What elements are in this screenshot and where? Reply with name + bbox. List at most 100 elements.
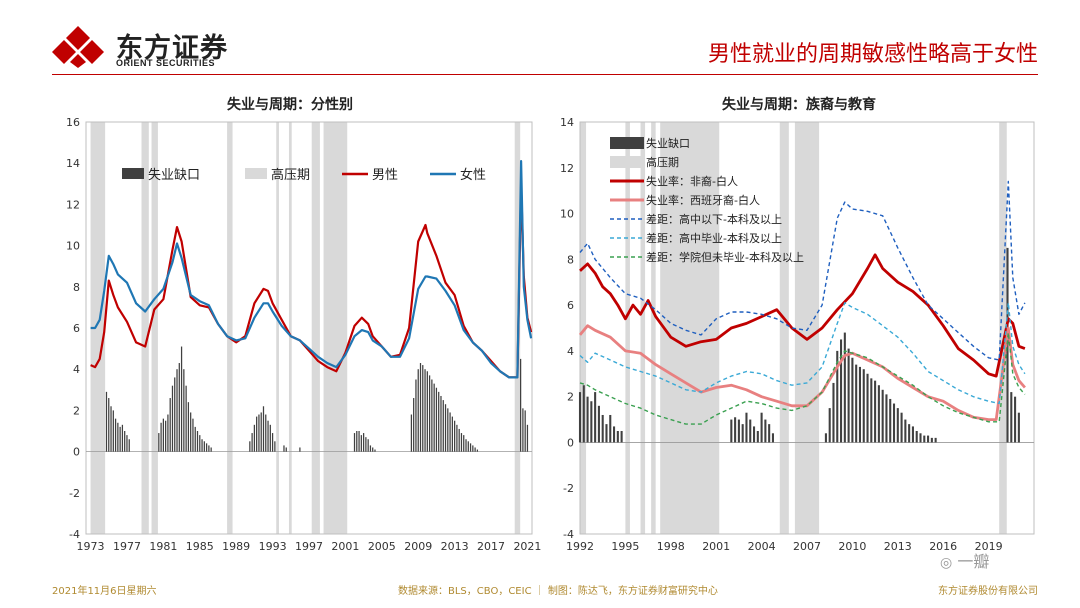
gap-bar xyxy=(205,443,208,452)
y-tick-label: 2 xyxy=(73,404,80,417)
gap-bar xyxy=(526,424,529,452)
recession-band xyxy=(651,122,656,534)
legend-gap-label: 失业缺口 xyxy=(148,168,200,183)
y-tick-label: -2 xyxy=(69,487,80,500)
gap-bar xyxy=(915,431,918,443)
gap-bar xyxy=(167,414,169,452)
gap-bar xyxy=(851,357,854,443)
chart-gender: 失业与周期：分性别 -4 -2 0 2 4 6 8 10 12 14 16 1973 1977 1981 1… xyxy=(30,88,550,563)
gap-bar xyxy=(356,431,358,452)
gap-bar xyxy=(165,420,167,452)
gap-bar xyxy=(454,420,456,452)
legend-female-label: 女性 xyxy=(460,167,486,183)
gap-bar xyxy=(737,419,740,443)
gap-bar xyxy=(609,414,612,443)
gap-bar xyxy=(601,414,604,443)
recession-band xyxy=(151,122,158,534)
x-tick-label: 2009 xyxy=(404,540,432,553)
gap-bar xyxy=(183,369,185,452)
gap-bar xyxy=(428,375,431,452)
brand-logo: 东方证券 ORIENT SECURITIES xyxy=(52,24,252,68)
gap-bar xyxy=(463,435,465,452)
gap-bar xyxy=(771,433,774,443)
gap-bar xyxy=(299,447,301,452)
gap-bar xyxy=(251,433,253,452)
page-title: 男性就业的周期敏感性略高于女性 xyxy=(707,42,1038,67)
plot-frame xyxy=(85,121,533,535)
gap-bar xyxy=(194,426,196,452)
gap-bar xyxy=(474,447,476,452)
gap-bar xyxy=(734,417,737,443)
x-tick-label: 2007 xyxy=(793,540,821,553)
x-tick-label: 1989 xyxy=(222,540,250,553)
gap-bar xyxy=(431,379,433,452)
y-tick-label: -2 xyxy=(563,482,574,495)
gap-bar xyxy=(283,445,285,452)
gap-bar xyxy=(764,419,767,443)
gap-bar xyxy=(456,424,458,452)
series-line-男性 xyxy=(90,182,533,379)
gap-bar xyxy=(190,412,192,452)
gap-bar xyxy=(208,445,210,452)
gap-bar xyxy=(756,431,759,443)
gap-bar xyxy=(586,396,589,443)
legend-black-white-label: 失业率：非裔-白人 xyxy=(646,174,738,188)
x-tick-label: 1992 xyxy=(566,540,594,553)
gap-bar xyxy=(870,378,873,443)
y-tick-label: 6 xyxy=(567,299,574,312)
recession-band xyxy=(311,122,320,534)
gap-bar xyxy=(469,443,472,452)
gap-bar xyxy=(858,366,862,443)
gap-bar xyxy=(274,441,276,452)
gap-bar xyxy=(836,350,839,443)
gap-bar xyxy=(866,373,869,443)
gap-bar xyxy=(256,416,258,452)
watermark: ◎ 一瓣 xyxy=(940,548,989,572)
series-line-差距-学院但未毕业-本科及以上 xyxy=(579,331,1026,425)
gap-bar xyxy=(260,412,262,452)
chart-race-education: 失业与周期：族裔与教育 -4 -2 0 2 4 6 8 10 12 14 1992 1995 1998 2… xyxy=(544,88,1054,563)
gap-bar xyxy=(105,391,108,452)
legend-hs-below-label: 差距：高中以下-本科及以上 xyxy=(646,212,782,226)
x-tick-label: 1998 xyxy=(657,540,685,553)
recession-band xyxy=(323,122,348,534)
gap-bar xyxy=(908,424,911,443)
gap-bar xyxy=(178,363,180,452)
y-tick-label: 2 xyxy=(567,391,574,404)
logo-chinese-name: 东方证券 xyxy=(116,33,228,64)
legend-recession-swatch xyxy=(245,168,267,179)
gap-bar xyxy=(114,418,117,452)
y-tick-label: 14 xyxy=(560,116,574,129)
gap-bar xyxy=(108,398,110,452)
legend-recession-label: 高压期 xyxy=(646,155,679,169)
gap-bar xyxy=(369,445,372,452)
gap-bar xyxy=(185,385,187,452)
gap-bar xyxy=(896,408,899,443)
gap-bar xyxy=(162,418,164,452)
gap-bar xyxy=(449,412,451,452)
gap-bar xyxy=(620,431,623,443)
gap-bar xyxy=(158,433,160,452)
gap-bar xyxy=(187,402,190,452)
gap-bar xyxy=(616,431,619,443)
x-tick-label: 1997 xyxy=(295,540,323,553)
gap-bar xyxy=(119,426,121,452)
x-tick-label: 2004 xyxy=(748,540,776,553)
gap-bar xyxy=(605,424,608,443)
gap-bar xyxy=(467,441,469,452)
gap-bar xyxy=(745,412,748,443)
gap-bar xyxy=(889,398,892,443)
x-tick-label: 2013 xyxy=(884,540,912,553)
gap-bar xyxy=(128,439,130,452)
y-tick-label: 8 xyxy=(73,281,80,294)
gap-bar xyxy=(522,408,524,452)
y-tick-label: 8 xyxy=(567,253,574,266)
recession-band xyxy=(276,122,279,534)
gap-bar xyxy=(210,447,212,452)
gap-bar xyxy=(824,433,827,443)
x-tick-label: 1995 xyxy=(611,540,639,553)
gap-bar xyxy=(417,369,419,452)
gap-bar xyxy=(1010,392,1013,443)
y-tick-label: 14 xyxy=(66,157,80,170)
recession-band xyxy=(227,122,233,534)
